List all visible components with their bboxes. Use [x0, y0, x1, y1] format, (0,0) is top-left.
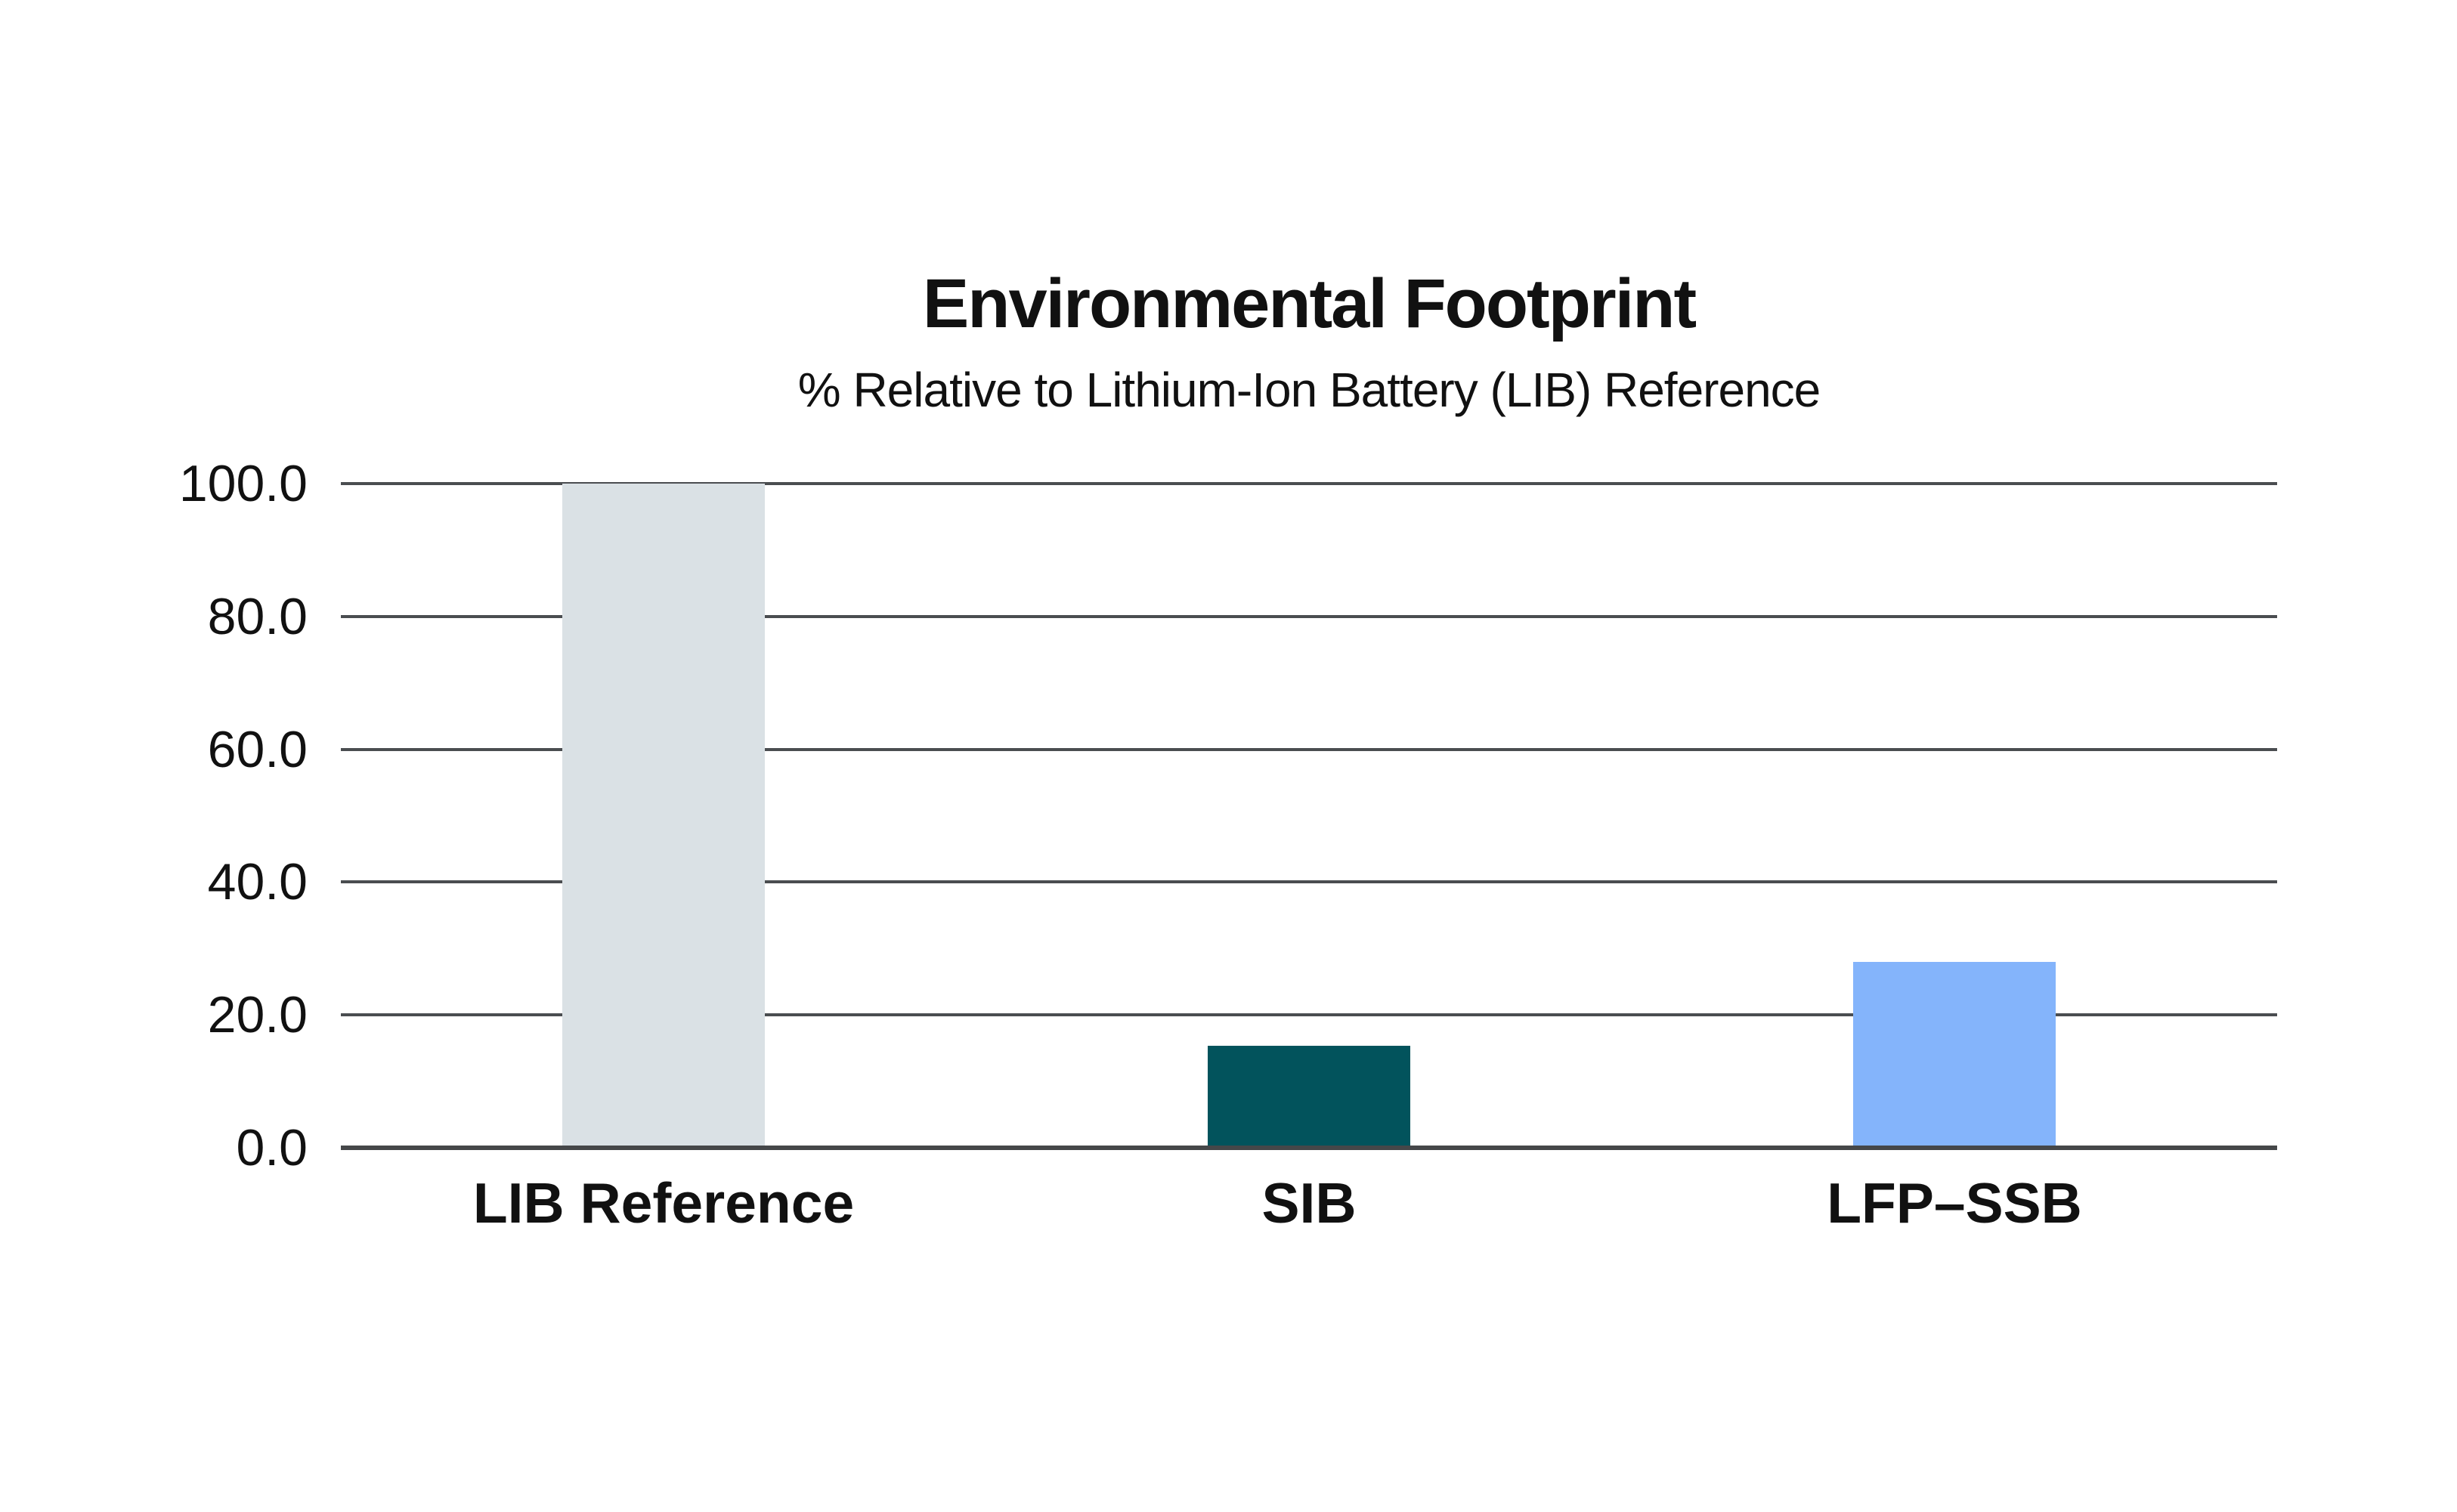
gridline-y-20: [341, 1013, 2277, 1017]
gridline-y-60: [341, 747, 2277, 751]
y-tick-label-40.0: 40.0: [207, 853, 308, 911]
chart-title: Environmental Footprint: [922, 265, 1697, 342]
gridline-y-80: [341, 614, 2277, 618]
bar-lfp-ssb: [1853, 961, 2056, 1148]
chart-subtitle: % Relative to Lithium-Ion Battery (LIB) …: [797, 363, 1821, 417]
x-category-label-lfp-ssb: LFP–SSB: [1827, 1171, 2082, 1235]
gridline-y-40: [341, 880, 2277, 884]
plot-area: [341, 482, 2277, 1150]
gridline-y-100: [341, 482, 2277, 485]
y-tick-label-60.0: 60.0: [207, 720, 308, 778]
bar-lib-reference: [562, 484, 765, 1148]
x-category-label-sib: SIB: [1261, 1171, 1357, 1235]
bar-sib: [1208, 1045, 1410, 1148]
y-tick-label-20.0: 20.0: [207, 986, 308, 1044]
y-tick-label-100.0: 100.0: [178, 455, 308, 512]
y-tick-label-80.0: 80.0: [207, 587, 308, 645]
x-axis-baseline: [341, 1146, 2277, 1150]
y-tick-label-0.0: 0.0: [236, 1119, 308, 1177]
x-category-label-lib-reference: LIB Reference: [472, 1171, 855, 1235]
